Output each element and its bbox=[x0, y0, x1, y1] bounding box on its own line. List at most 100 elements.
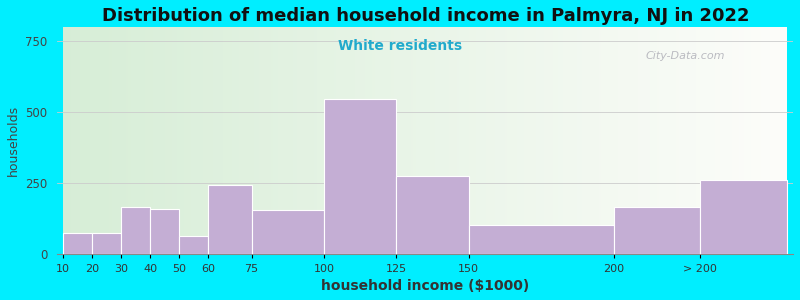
Bar bbox=[167, 26, 170, 254]
Bar bbox=[160, 26, 162, 254]
Bar bbox=[478, 26, 481, 254]
Bar bbox=[201, 26, 203, 254]
Bar bbox=[87, 26, 90, 254]
Bar bbox=[413, 26, 416, 254]
Bar bbox=[386, 26, 389, 254]
Bar bbox=[681, 26, 683, 254]
Bar bbox=[326, 26, 329, 254]
Bar bbox=[526, 26, 529, 254]
Bar bbox=[700, 26, 702, 254]
Bar bbox=[401, 26, 403, 254]
Bar bbox=[683, 26, 686, 254]
Bar bbox=[261, 26, 263, 254]
Bar bbox=[768, 26, 770, 254]
Bar bbox=[143, 26, 146, 254]
Bar bbox=[274, 26, 276, 254]
Bar bbox=[785, 26, 787, 254]
Bar bbox=[688, 26, 690, 254]
Bar bbox=[686, 26, 688, 254]
Bar bbox=[165, 26, 167, 254]
Bar bbox=[111, 26, 114, 254]
Bar bbox=[734, 26, 737, 254]
Bar bbox=[162, 26, 165, 254]
Bar bbox=[664, 26, 666, 254]
Bar bbox=[239, 26, 242, 254]
Bar bbox=[329, 26, 331, 254]
Bar bbox=[604, 26, 606, 254]
Bar bbox=[68, 26, 70, 254]
Bar bbox=[730, 26, 732, 254]
Bar bbox=[633, 26, 635, 254]
Bar bbox=[725, 26, 727, 254]
Bar bbox=[106, 26, 109, 254]
Bar bbox=[454, 26, 457, 254]
Bar bbox=[531, 26, 534, 254]
Bar bbox=[391, 26, 394, 254]
Bar bbox=[382, 26, 384, 254]
Bar bbox=[690, 26, 693, 254]
Bar bbox=[553, 26, 555, 254]
Bar bbox=[220, 26, 222, 254]
Bar bbox=[232, 26, 234, 254]
Bar bbox=[578, 26, 580, 254]
Bar bbox=[406, 26, 408, 254]
Bar bbox=[80, 26, 82, 254]
Bar bbox=[550, 26, 553, 254]
Bar bbox=[732, 26, 734, 254]
Bar bbox=[85, 26, 87, 254]
Bar bbox=[298, 26, 300, 254]
Bar bbox=[343, 26, 346, 254]
Bar bbox=[208, 185, 251, 254]
Bar bbox=[63, 26, 66, 254]
Bar bbox=[266, 26, 268, 254]
Bar bbox=[751, 26, 754, 254]
Bar bbox=[396, 176, 469, 254]
Bar bbox=[394, 26, 396, 254]
Bar bbox=[698, 26, 700, 254]
Bar bbox=[121, 208, 150, 254]
Bar bbox=[592, 26, 594, 254]
Bar bbox=[403, 26, 406, 254]
Bar bbox=[602, 26, 604, 254]
Bar bbox=[82, 26, 85, 254]
Bar bbox=[319, 26, 322, 254]
Bar bbox=[457, 26, 459, 254]
Bar bbox=[517, 26, 519, 254]
Bar bbox=[423, 26, 426, 254]
Bar bbox=[618, 26, 621, 254]
Bar bbox=[474, 26, 476, 254]
Bar bbox=[114, 26, 116, 254]
Bar bbox=[90, 26, 92, 254]
Bar bbox=[713, 26, 715, 254]
Bar bbox=[172, 26, 174, 254]
X-axis label: household income ($1000): household income ($1000) bbox=[321, 279, 530, 293]
Bar bbox=[94, 26, 97, 254]
Bar bbox=[739, 26, 742, 254]
Bar bbox=[459, 26, 462, 254]
Bar bbox=[761, 26, 763, 254]
Bar bbox=[317, 26, 319, 254]
Bar bbox=[450, 26, 452, 254]
Bar bbox=[493, 26, 495, 254]
Bar bbox=[189, 26, 191, 254]
Bar bbox=[782, 26, 785, 254]
Bar bbox=[488, 26, 490, 254]
Bar bbox=[590, 26, 592, 254]
Bar bbox=[642, 26, 645, 254]
Bar bbox=[227, 26, 230, 254]
Bar bbox=[469, 26, 471, 254]
Bar bbox=[174, 26, 177, 254]
Bar bbox=[430, 26, 433, 254]
Bar bbox=[421, 26, 423, 254]
Bar bbox=[498, 26, 500, 254]
Bar bbox=[312, 26, 314, 254]
Bar bbox=[324, 26, 326, 254]
Bar bbox=[408, 26, 410, 254]
Title: Distribution of median household income in Palmyra, NJ in 2022: Distribution of median household income … bbox=[102, 7, 749, 25]
Bar bbox=[129, 26, 131, 254]
Bar bbox=[536, 26, 538, 254]
Bar bbox=[548, 26, 550, 254]
Bar bbox=[708, 26, 710, 254]
Bar bbox=[742, 26, 744, 254]
Bar bbox=[66, 26, 68, 254]
